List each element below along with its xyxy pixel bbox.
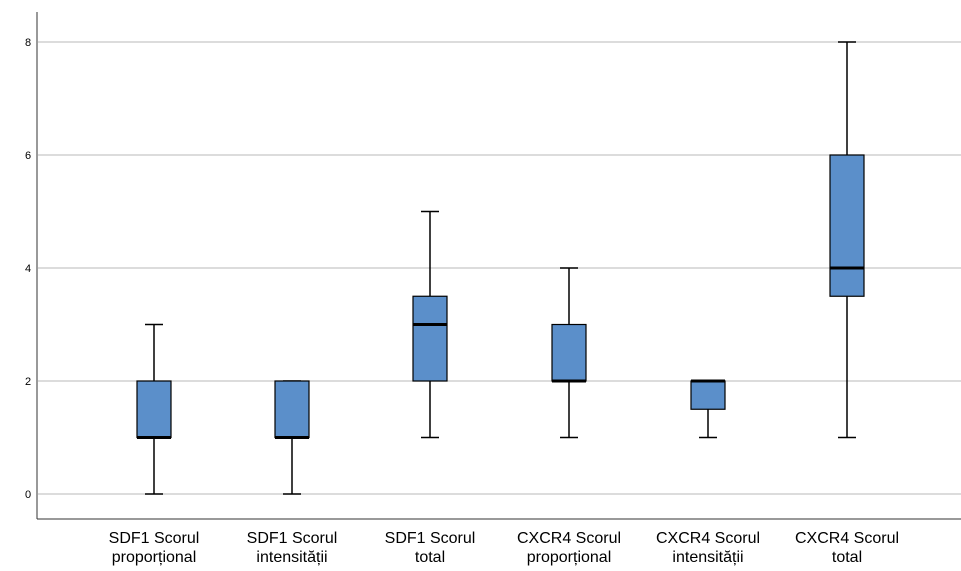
axes <box>36 12 961 520</box>
iqr-box <box>274 380 310 439</box>
box-1 <box>136 323 172 495</box>
category-label-line2: proporțional <box>112 549 197 566</box>
category-label-line1: CXCR4 Scorul <box>656 530 760 547</box>
y-tick-label: 8 <box>25 37 31 49</box>
box-2 <box>274 380 310 495</box>
box-4 <box>551 267 587 439</box>
y-tick-labels: 0 2 4 6 8 <box>25 37 31 501</box>
category-label-line1: CXCR4 Scorul <box>795 530 899 547</box>
y-tick-label: 2 <box>25 376 31 388</box>
category-label-line1: SDF1 Scorul <box>247 530 338 547</box>
y-tick-label: 4 <box>25 263 31 275</box>
box-6 <box>829 41 865 439</box>
iqr-box <box>412 295 448 382</box>
category-label-line2: intensității <box>672 549 743 566</box>
y-tick-label: 6 <box>25 150 31 162</box>
category-labels: SDF1 Scorul proporțional SDF1 Scorul intens… <box>109 530 899 566</box>
boxes <box>136 41 865 495</box>
box-3 <box>412 210 448 439</box>
iqr-box <box>136 380 172 439</box>
category-label-line1: SDF1 Scorul <box>109 530 200 547</box>
box-5 <box>690 379 726 439</box>
y-tick-label: 0 <box>25 489 31 501</box>
iqr-box <box>551 323 587 382</box>
category-label-line2: intensității <box>256 549 327 566</box>
category-label-line1: SDF1 Scorul <box>385 530 476 547</box>
category-label-line2: proporțional <box>527 549 612 566</box>
grid-lines <box>38 41 961 495</box>
iqr-box <box>690 380 726 410</box>
category-label-line1: CXCR4 Scorul <box>517 530 621 547</box>
category-label-line2: total <box>832 549 862 566</box>
category-label-line2: total <box>415 549 445 566</box>
iqr-box <box>829 154 865 297</box>
